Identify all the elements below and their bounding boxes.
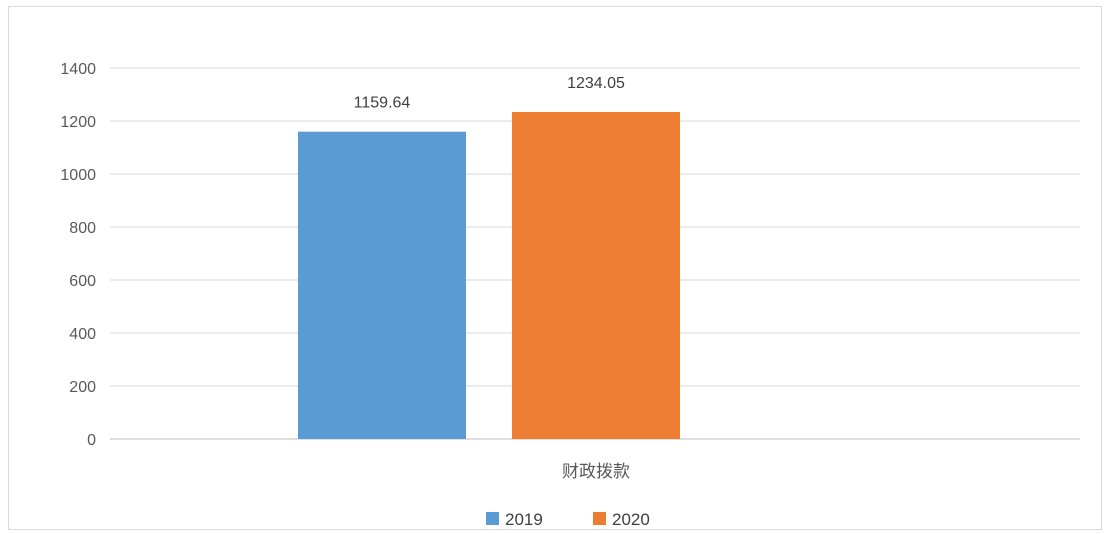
y-axis-ticks: 0 200 400 600 800 1000 1200 1400 xyxy=(60,61,96,449)
bar-2019 xyxy=(298,131,466,439)
y-tick-label: 1400 xyxy=(60,61,96,78)
legend-label-2019: 2019 xyxy=(505,510,543,529)
y-tick-label: 1200 xyxy=(60,114,96,131)
legend-label-2020: 2020 xyxy=(612,510,650,529)
legend-swatch-2019 xyxy=(486,512,499,525)
y-tick-label: 200 xyxy=(69,379,96,396)
data-label-2020: 1234.05 xyxy=(567,75,625,92)
x-category-label: 财政拨款 xyxy=(562,462,630,482)
x-axis-categories: 财政拨款 xyxy=(562,462,630,482)
data-labels: 1159.64 1234.05 xyxy=(354,75,625,112)
y-tick-label: 0 xyxy=(87,432,96,449)
data-label-2019: 1159.64 xyxy=(354,95,411,112)
bar-2020 xyxy=(512,111,680,440)
legend: 2019 2020 xyxy=(486,510,650,529)
bars xyxy=(298,111,680,440)
y-tick-label: 800 xyxy=(69,220,96,237)
y-tick-label: 600 xyxy=(69,273,96,290)
legend-swatch-2020 xyxy=(593,512,606,525)
y-tick-label: 400 xyxy=(69,326,96,343)
y-tick-label: 1000 xyxy=(60,167,96,184)
